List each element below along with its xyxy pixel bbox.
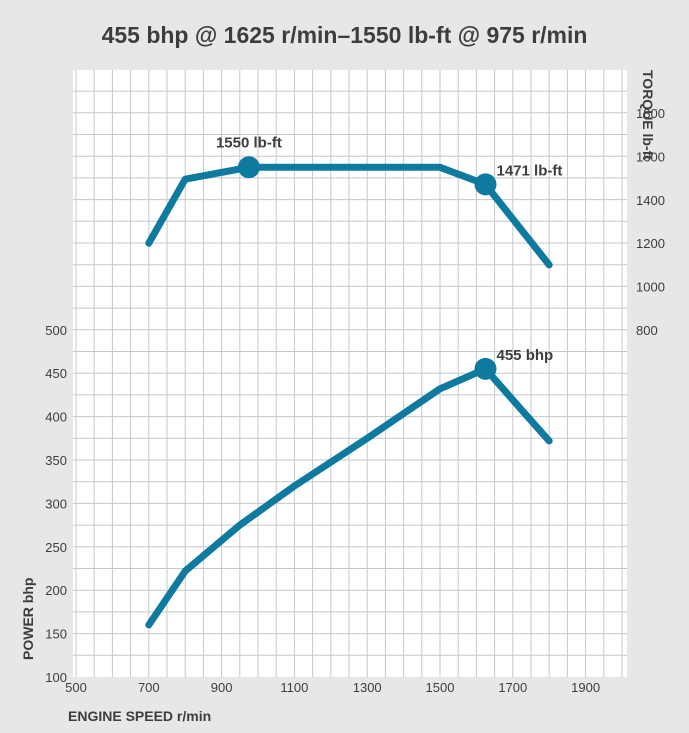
x-tick-label: 1300 — [353, 680, 382, 695]
x-tick-label: 1900 — [571, 680, 600, 695]
data-label: 1550 lb-ft — [216, 134, 282, 151]
left-y-tick-label: 300 — [45, 496, 67, 511]
peak-marker — [474, 357, 497, 380]
left-y-tick-labels: 100 150 200 250 300 350 400 450 500 — [45, 323, 67, 685]
x-tick-label: 1100 — [280, 680, 308, 695]
right-y-tick-labels: 800 1000 1200 1400 1600 1800 — [636, 106, 665, 338]
right-y-tick-label: 1000 — [636, 280, 665, 295]
x-tick-label: 900 — [211, 680, 233, 695]
left-y-tick-label: 150 — [45, 627, 67, 642]
peak-marker — [237, 156, 260, 179]
right-y-tick-label: 800 — [636, 323, 658, 338]
left-y-tick-label: 200 — [45, 583, 67, 598]
grid — [73, 70, 627, 677]
right-y-tick-label: 1600 — [636, 149, 665, 164]
power-line — [145, 365, 553, 629]
data-label: 455 bhp — [497, 347, 554, 364]
x-axis-title: ENGINE SPEED r/min — [68, 708, 211, 724]
data-label: 1471 lb-ft — [497, 162, 563, 179]
left-y-tick-label: 350 — [45, 453, 67, 468]
right-y-axis-title: TORQUE lb-ft — [640, 70, 656, 160]
right-y-tick-label: 1400 — [636, 193, 665, 208]
left-y-tick-label: 400 — [45, 410, 67, 425]
x-tick-label: 1500 — [426, 680, 455, 695]
right-y-tick-label: 1800 — [636, 106, 665, 121]
left-y-tick-label: 450 — [45, 366, 67, 381]
left-y-tick-label: 500 — [45, 323, 67, 338]
x-tick-label: 500 — [65, 680, 87, 695]
left-y-tick-label: 100 — [45, 670, 67, 685]
left-y-axis-title: POWER bhp — [20, 578, 36, 660]
x-tick-label: 1700 — [498, 680, 527, 695]
x-tick-label: 700 — [138, 680, 160, 695]
chart-title: 455 bhp @ 1625 r/min–1550 lb-ft @ 975 r/… — [101, 22, 588, 48]
right-y-tick-label: 1200 — [636, 236, 665, 251]
annotation-layer: 1550 lb-ft 1471 lb-ft 455 bhp — [216, 134, 562, 380]
x-tick-labels: 500 700 900 1100 1300 1500 1700 1900 — [65, 680, 600, 695]
left-y-tick-label: 250 — [45, 540, 67, 555]
peak-marker — [474, 173, 497, 196]
